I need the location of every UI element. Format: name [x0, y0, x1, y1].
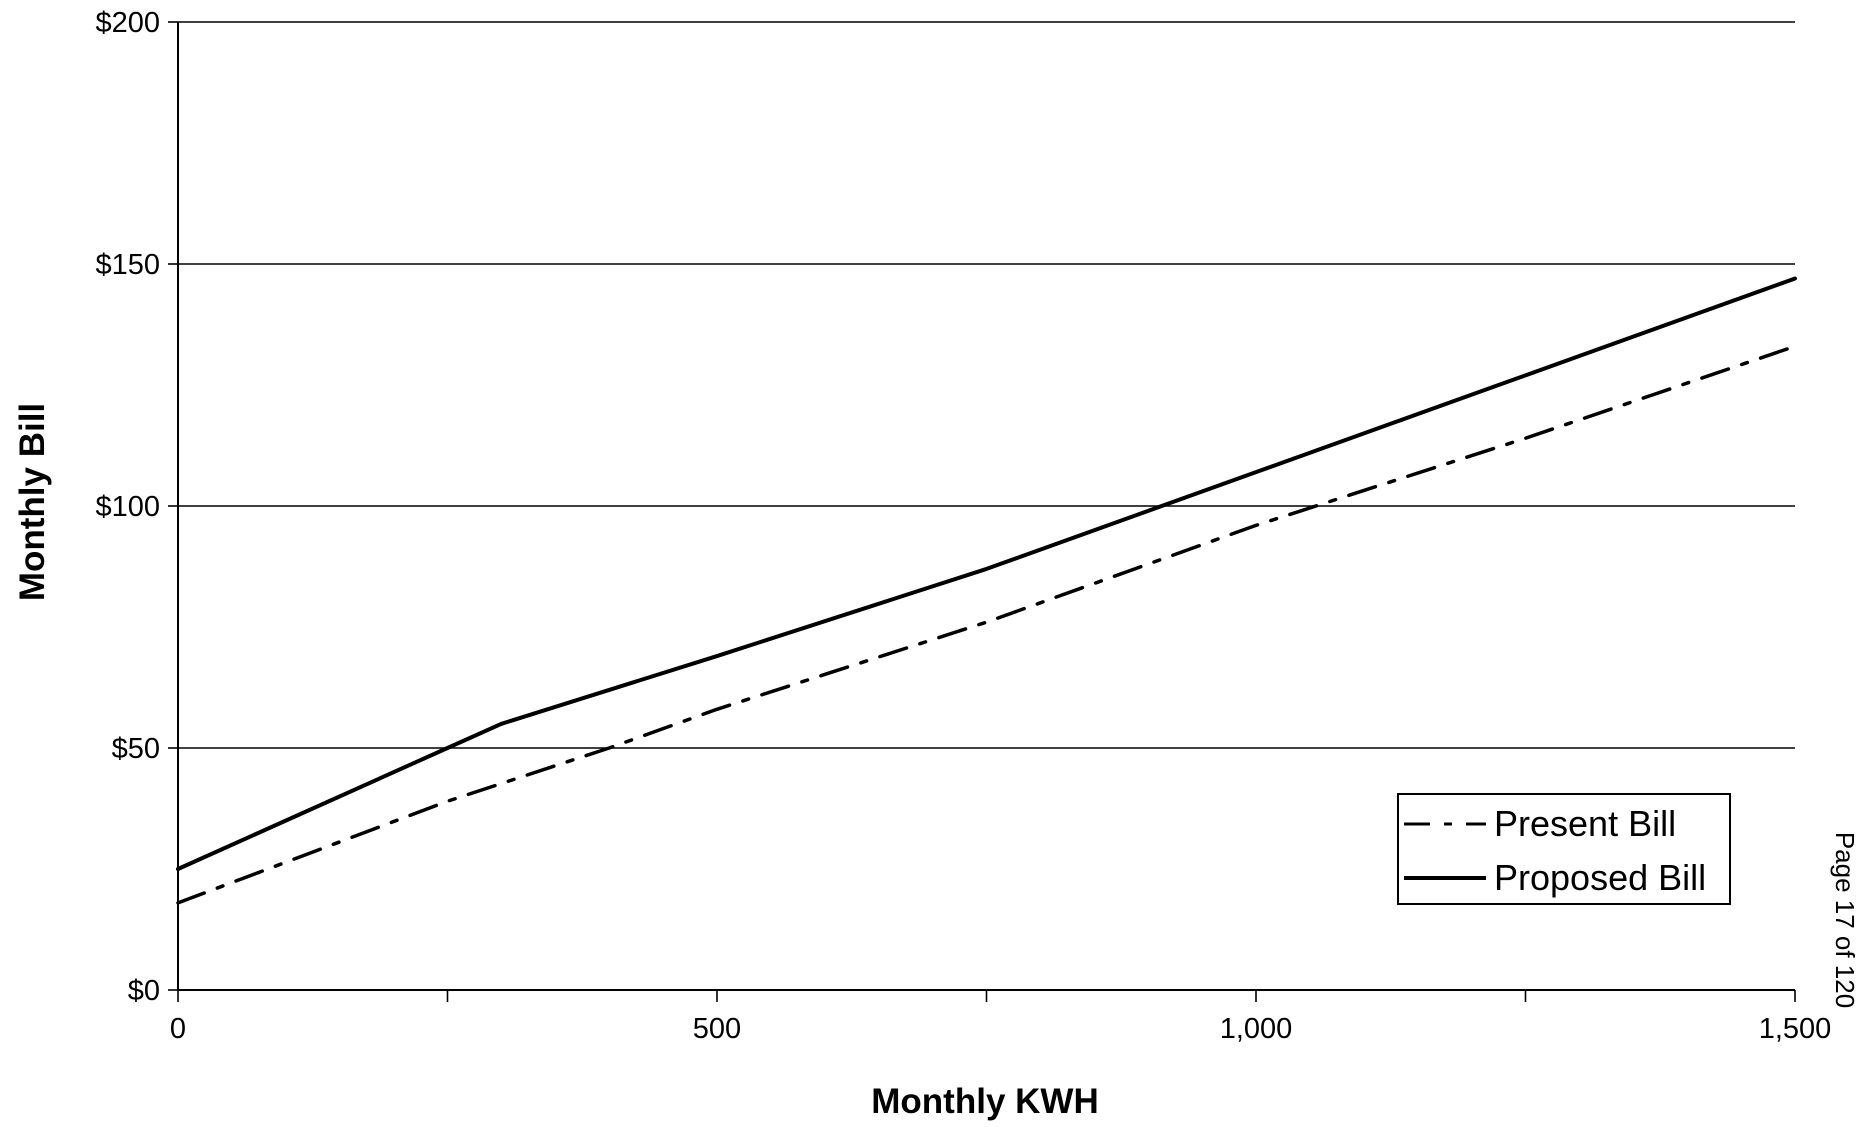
x-tick-label: 1,500 — [1759, 1013, 1832, 1045]
y-tick-label: $100 — [95, 491, 160, 523]
y-tick-label: $200 — [95, 7, 160, 39]
axes — [168, 21, 1796, 1002]
x-tick-label: 1,000 — [1220, 1013, 1293, 1045]
y-tick-label: $150 — [95, 249, 160, 281]
legend-label-present-bill: Present Bill — [1494, 803, 1676, 844]
legend-label-proposed-bill: Proposed Bill — [1494, 857, 1706, 898]
page-note: Page 17 of 120 — [1830, 832, 1856, 1008]
x-tick-label: 500 — [693, 1013, 741, 1045]
series-line-proposed-bill — [176, 276, 1797, 871]
y-axis-title: Monthly Bill — [13, 403, 52, 601]
legend: Present Bill Proposed Bill — [1397, 793, 1731, 905]
x-tick-label: 0 — [170, 1013, 186, 1045]
y-tick-label: $0 — [128, 975, 160, 1007]
x-tick-labels: 0 500 1,000 1,500 — [170, 1013, 1831, 1045]
x-axis-title: Monthly KWH — [871, 1082, 1098, 1121]
series-lines — [176, 276, 1797, 905]
legend-box — [1397, 793, 1731, 905]
y-tick-label: $50 — [112, 733, 160, 765]
y-tick-labels: $0 $50 $100 $150 $200 — [95, 7, 160, 1007]
series-line-present-bill — [176, 344, 1797, 905]
